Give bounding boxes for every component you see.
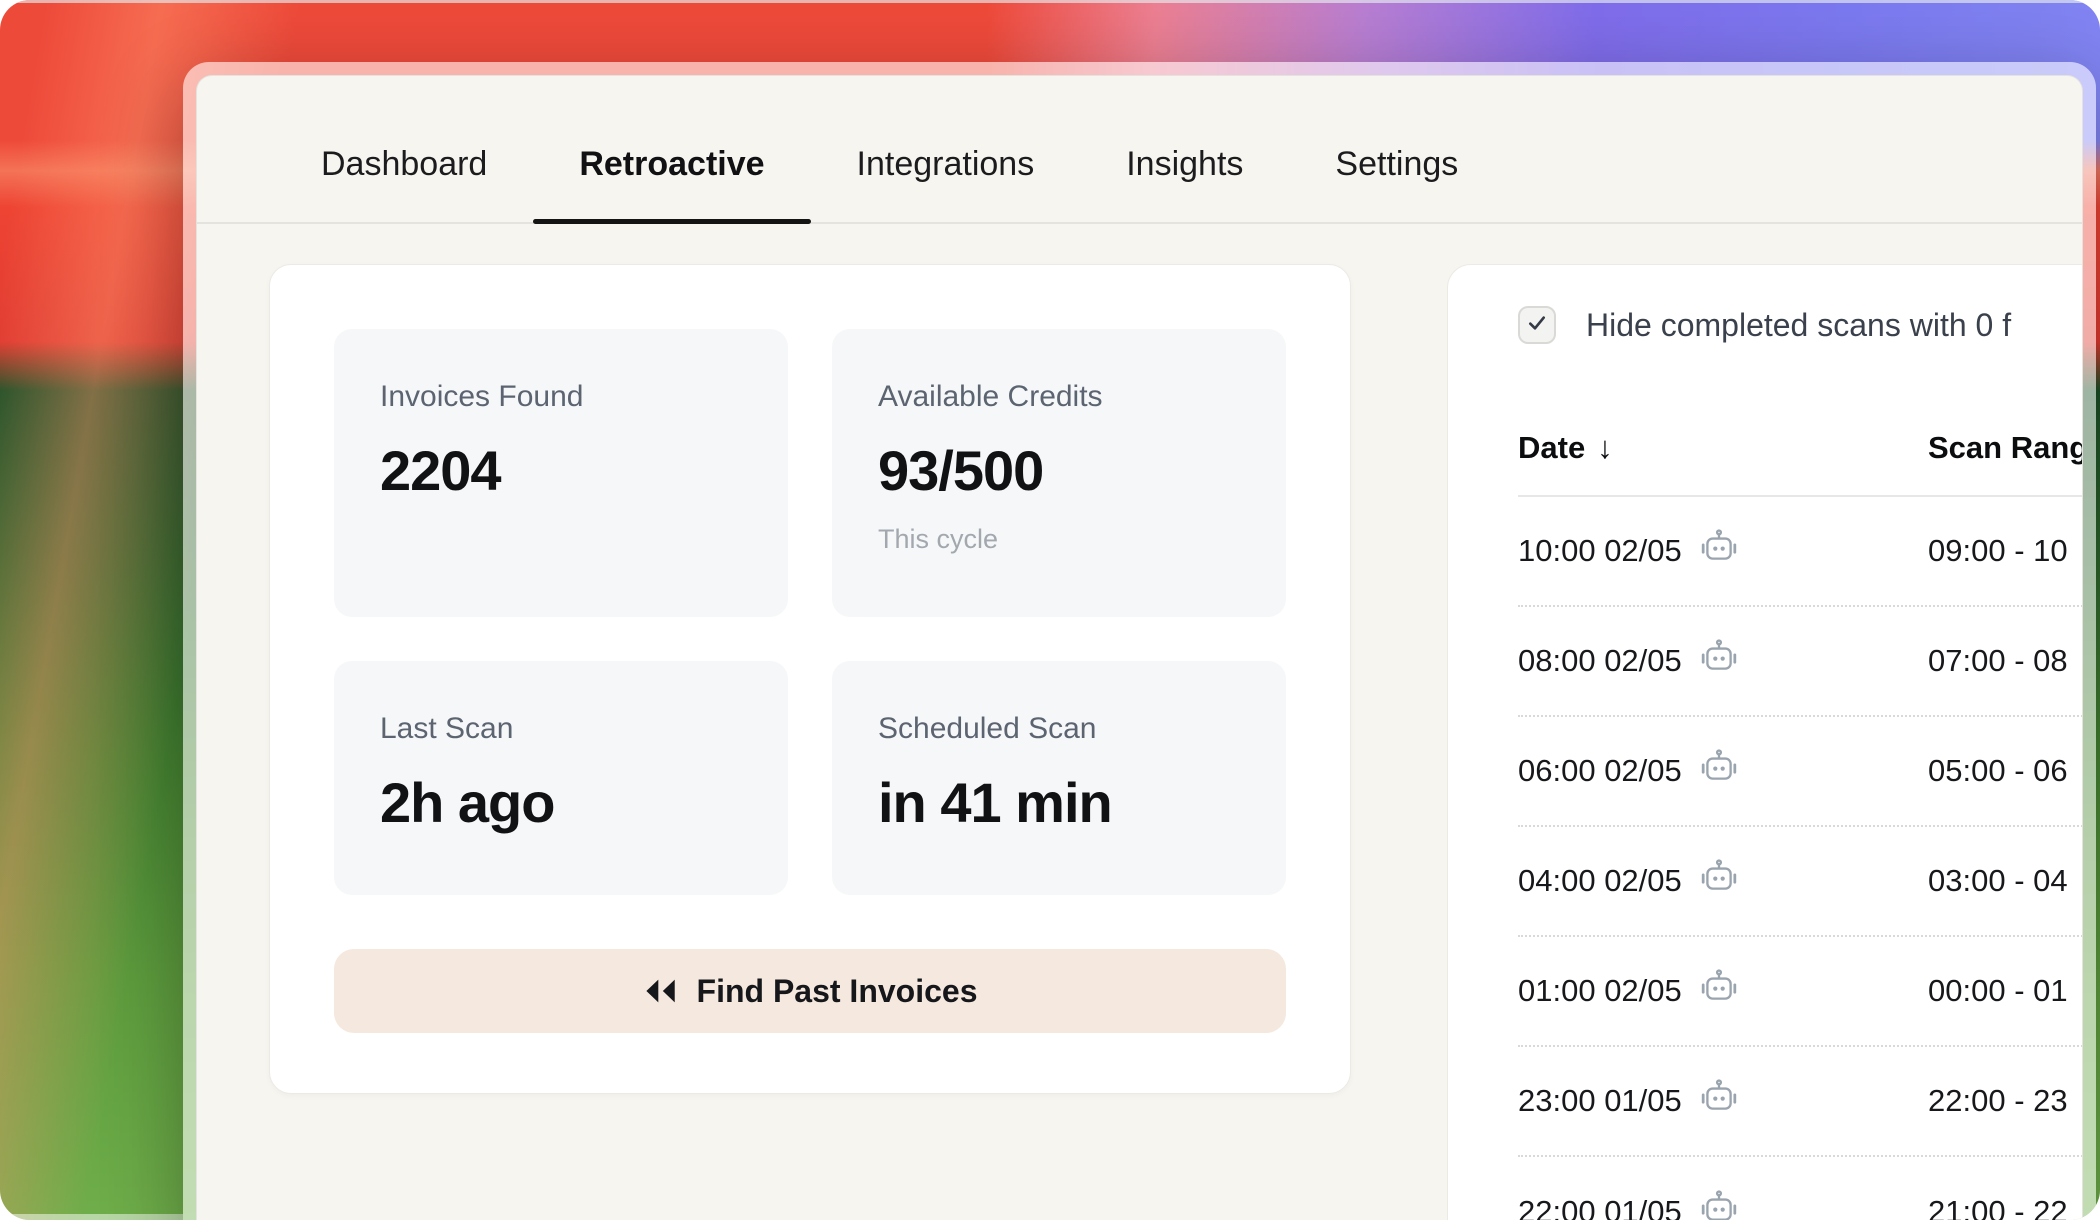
scan-range: 21:00 - 22 <box>1928 1194 2068 1220</box>
scan-row[interactable]: 04:00 02/05 <box>1518 827 2082 937</box>
wallpaper-bottom-sliver <box>0 1214 183 1220</box>
scan-range: 05:00 - 06 <box>1928 753 2068 788</box>
tab-integrations[interactable]: Integrations <box>856 144 1035 183</box>
find-past-invoices-label: Find Past Invoices <box>696 972 978 1009</box>
scan-date: 08:00 02/05 <box>1518 643 1682 678</box>
scan-range: 22:00 - 23 <box>1928 1083 2068 1118</box>
stat-label: Available Credits <box>878 380 1103 413</box>
scan-range: 07:00 - 08 <box>1928 643 2068 678</box>
stat-scheduled-scan: Scheduled Scan in 41 min <box>832 661 1286 895</box>
sort-desc-arrow-icon: ↓ <box>1597 430 1613 465</box>
find-past-invoices-button[interactable]: Find Past Invoices <box>334 949 1286 1033</box>
stat-label: Invoices Found <box>380 380 584 413</box>
overview-card: Invoices Found 2204 Available Credits 93… <box>269 264 1351 1094</box>
date-column-header[interactable]: Date ↓ <box>1518 430 1928 466</box>
scan-date: 04:00 02/05 <box>1518 863 1682 898</box>
app-window: Dashboard Retroactive Integrations Insig… <box>183 62 2096 1220</box>
hide-completed-filter: Hide completed scans with 0 f <box>1518 305 2082 345</box>
stats-grid: Invoices Found 2204 Available Credits 93… <box>334 329 1286 895</box>
robot-icon <box>1700 969 1738 1013</box>
scan-row[interactable]: 10:00 02/05 <box>1518 497 2082 607</box>
stat-value: 93/500 <box>878 439 1044 502</box>
scan-range-column-header: Scan Range <box>1928 430 2082 466</box>
robot-icon <box>1700 1190 1738 1220</box>
scan-row[interactable]: 22:00 01/05 <box>1518 1157 2082 1220</box>
stat-available-credits: Available Credits 93/500 This cycle <box>832 329 1286 617</box>
tab-dashboard[interactable]: Dashboard <box>321 144 488 183</box>
robot-icon <box>1700 749 1738 793</box>
stat-label: Scheduled Scan <box>878 712 1097 745</box>
robot-icon <box>1700 1079 1738 1123</box>
hide-completed-label: Hide completed scans with 0 f <box>1586 306 2012 343</box>
tab-retroactive[interactable]: Retroactive <box>533 106 811 224</box>
scan-table-header: Date ↓ Scan Range <box>1518 401 2082 497</box>
date-header-label: Date <box>1518 430 1586 465</box>
stat-last-scan: Last Scan 2h ago <box>334 661 788 895</box>
scan-row[interactable]: 23:00 01/05 <box>1518 1047 2082 1157</box>
stat-value: 2204 <box>380 439 502 502</box>
stat-value: in 41 min <box>878 771 1113 834</box>
scan-row[interactable]: 01:00 02/05 <box>1518 937 2082 1047</box>
checkmark-icon <box>1525 311 1549 340</box>
scan-date: 23:00 01/05 <box>1518 1083 1682 1118</box>
scan-range: 09:00 - 10 <box>1928 533 2068 568</box>
robot-icon <box>1700 639 1738 683</box>
scan-table: Date ↓ Scan Range 10:00 02/05 <box>1518 401 2082 1220</box>
scan-row[interactable]: 08:00 02/05 <box>1518 607 2082 717</box>
stat-value: 2h ago <box>380 771 555 834</box>
robot-icon <box>1700 859 1738 903</box>
scans-panel: Hide completed scans with 0 f Date ↓ Sca… <box>1447 264 2082 1220</box>
stat-caption: This cycle <box>878 524 999 554</box>
main-area: Invoices Found 2204 Available Credits 93… <box>197 224 2082 1220</box>
robot-icon <box>1700 529 1738 573</box>
rewind-icon <box>643 978 677 1004</box>
tab-settings[interactable]: Settings <box>1335 144 1459 183</box>
range-header-label: Scan Range <box>1928 430 2082 465</box>
scan-date: 01:00 02/05 <box>1518 973 1682 1008</box>
stat-invoices-found: Invoices Found 2204 <box>334 329 788 617</box>
scan-row[interactable]: 06:00 02/05 <box>1518 717 2082 827</box>
scan-range: 03:00 - 04 <box>1928 863 2068 898</box>
scan-date: 10:00 02/05 <box>1518 533 1682 568</box>
scan-date: 22:00 01/05 <box>1518 1194 1682 1220</box>
tab-insights[interactable]: Insights <box>1126 144 1244 183</box>
hide-completed-checkbox[interactable] <box>1518 306 1556 344</box>
tab-bar: Dashboard Retroactive Integrations Insig… <box>197 76 2082 224</box>
screen-top-highlight <box>0 0 2100 3</box>
stat-label: Last Scan <box>380 712 514 745</box>
app-window-content: Dashboard Retroactive Integrations Insig… <box>196 75 2083 1220</box>
scan-date: 06:00 02/05 <box>1518 753 1682 788</box>
scan-range: 00:00 - 01 <box>1928 973 2068 1008</box>
